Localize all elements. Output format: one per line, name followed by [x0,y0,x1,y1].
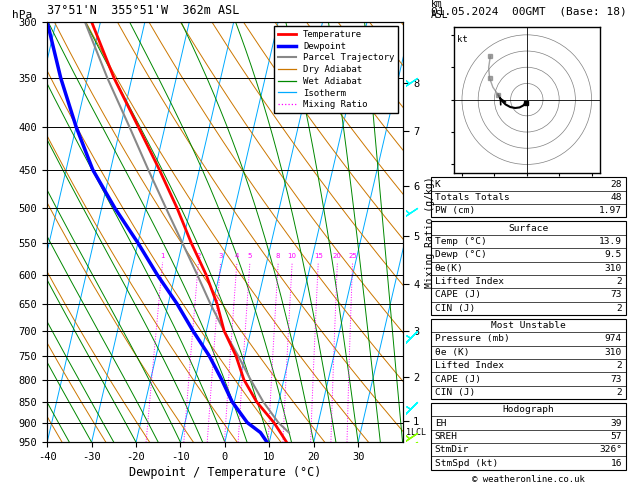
Text: StmDir: StmDir [435,445,469,454]
Text: 4: 4 [235,253,239,259]
Text: Dewp (°C): Dewp (°C) [435,250,486,260]
Text: 1: 1 [160,253,165,259]
Text: PW (cm): PW (cm) [435,206,475,215]
Text: hPa: hPa [12,10,32,20]
Text: 974: 974 [605,334,622,344]
Text: 25: 25 [348,253,357,259]
Text: 37°51'N  355°51'W  362m ASL: 37°51'N 355°51'W 362m ASL [47,4,240,17]
Text: © weatheronline.co.uk: © weatheronline.co.uk [472,474,585,484]
Text: 2: 2 [616,361,622,370]
Text: 5: 5 [248,253,252,259]
Text: K: K [435,179,440,189]
X-axis label: Dewpoint / Temperature (°C): Dewpoint / Temperature (°C) [129,466,321,479]
Text: StmSpd (kt): StmSpd (kt) [435,459,498,468]
Text: Temp (°C): Temp (°C) [435,237,486,246]
Text: 9.5: 9.5 [605,250,622,260]
Text: Pressure (mb): Pressure (mb) [435,334,509,344]
Text: 2: 2 [616,388,622,397]
Text: 20: 20 [333,253,342,259]
Text: 2: 2 [196,253,201,259]
Text: Lifted Index: Lifted Index [435,361,504,370]
Text: EH: EH [435,418,446,428]
Text: 8: 8 [276,253,281,259]
Text: 10: 10 [287,253,297,259]
Text: 3: 3 [218,253,223,259]
Text: 39: 39 [611,418,622,428]
Text: CAPE (J): CAPE (J) [435,291,481,299]
Text: 2: 2 [616,277,622,286]
Text: Most Unstable: Most Unstable [491,321,565,330]
Text: SREH: SREH [435,432,458,441]
Text: Lifted Index: Lifted Index [435,277,504,286]
Text: 310: 310 [605,348,622,357]
Text: 48: 48 [611,193,622,202]
Text: Hodograph: Hodograph [503,405,554,414]
Text: CIN (J): CIN (J) [435,304,475,313]
Text: 326°: 326° [599,445,622,454]
Legend: Temperature, Dewpoint, Parcel Trajectory, Dry Adiabat, Wet Adiabat, Isotherm, Mi: Temperature, Dewpoint, Parcel Trajectory… [274,26,398,113]
Text: 28: 28 [611,179,622,189]
Text: 1.97: 1.97 [599,206,622,215]
Text: 1LCL: 1LCL [406,428,426,437]
Text: 01.05.2024  00GMT  (Base: 18): 01.05.2024 00GMT (Base: 18) [431,6,626,16]
Text: 73: 73 [611,291,622,299]
Text: 2: 2 [616,304,622,313]
Text: CAPE (J): CAPE (J) [435,375,481,383]
Text: Totals Totals: Totals Totals [435,193,509,202]
Text: kt: kt [457,35,468,44]
Text: 310: 310 [605,264,622,273]
Text: 16: 16 [611,459,622,468]
Text: 15: 15 [314,253,323,259]
Text: 13.9: 13.9 [599,237,622,246]
Text: θe (K): θe (K) [435,348,469,357]
Text: θe(K): θe(K) [435,264,464,273]
Text: 73: 73 [611,375,622,383]
Text: 57: 57 [611,432,622,441]
Text: Surface: Surface [508,224,548,233]
Y-axis label: Mixing Ratio (g/kg): Mixing Ratio (g/kg) [425,176,435,288]
Text: CIN (J): CIN (J) [435,388,475,397]
Text: km
ASL: km ASL [431,0,448,20]
